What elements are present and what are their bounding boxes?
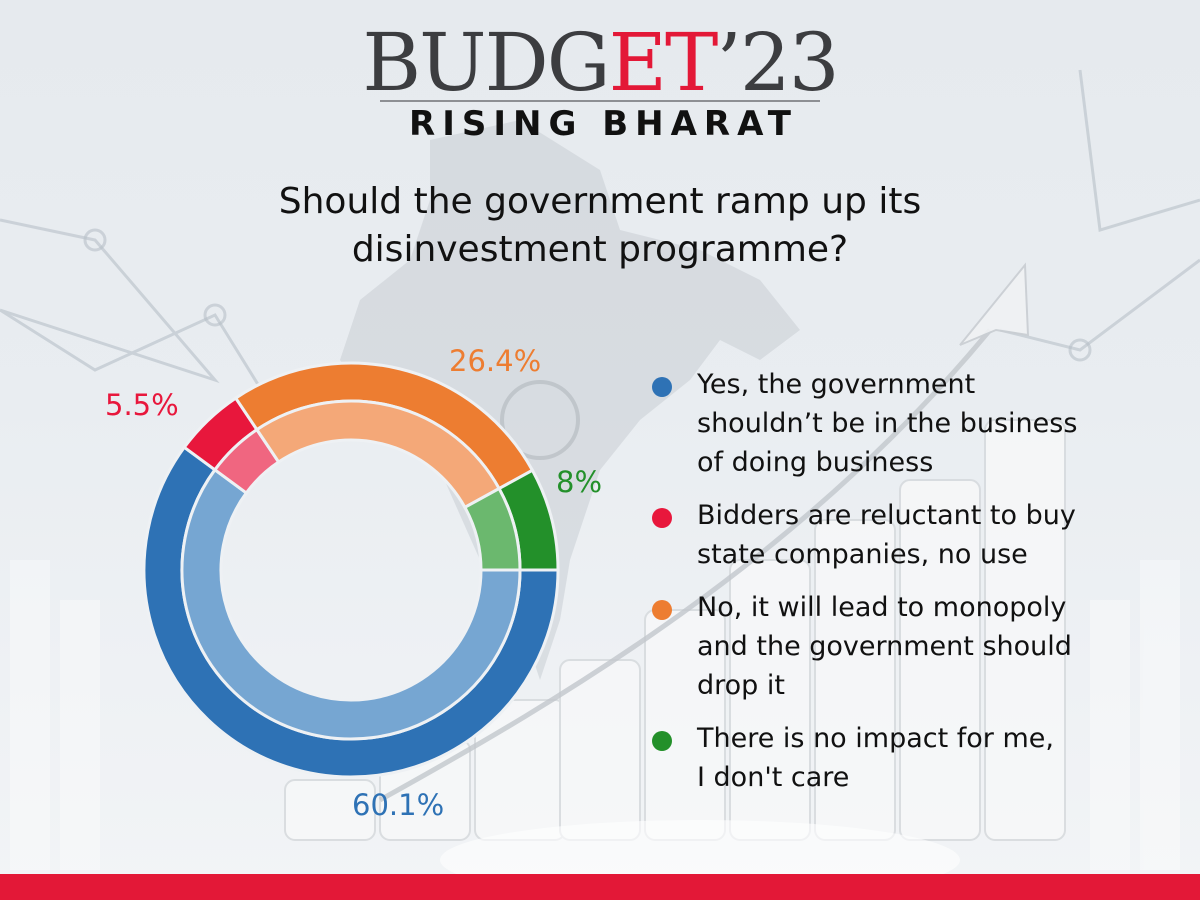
legend-line: and the government should	[697, 631, 1072, 662]
brand-divider	[380, 100, 820, 102]
label-yes-percent: 60.1%	[352, 788, 445, 822]
legend-item-bidders: Bidders are reluctant to buy state compa…	[652, 496, 1192, 574]
label-no-percent: 26.4%	[449, 344, 542, 378]
legend-dot-blue-icon	[652, 377, 672, 397]
segment-yes	[142, 445, 560, 779]
chart-title-line2: disinvestment programme?	[351, 229, 849, 270]
brand-accent: ET	[608, 16, 719, 109]
chart-title-line1: Should the government ramp up its	[278, 181, 922, 222]
legend-dot-orange-icon	[652, 600, 672, 620]
segment-no-impact-inner	[462, 486, 522, 572]
legend-label: There is no impact for me, I don't care	[697, 719, 1192, 797]
label-bidders-percent: 5.5%	[105, 388, 179, 422]
map-silhouette	[340, 120, 800, 680]
chart-legend: Yes, the government shouldn’t be in the …	[652, 365, 1192, 811]
legend-line: state companies, no use	[697, 539, 1028, 570]
legend-line: shouldn’t be in the business	[697, 408, 1078, 439]
rising-arrow	[378, 328, 992, 803]
legend-label: Bidders are reluctant to buy state compa…	[697, 496, 1192, 574]
segment-no-impact	[462, 468, 560, 572]
legend-line: I don't care	[697, 762, 850, 793]
legend-item-no: No, it will lead to monopoly and the gov…	[652, 588, 1192, 705]
legend-line: No, it will lead to monopoly	[697, 592, 1067, 623]
legend-item-yes: Yes, the government shouldn’t be in the …	[652, 365, 1192, 482]
brand-logo: BUDGET’23	[362, 22, 839, 104]
segment-yes-inner	[180, 467, 522, 741]
chart-title: Should the government ramp up its disinv…	[0, 178, 1200, 274]
brand-suffix: ’23	[716, 16, 839, 109]
legend-item-no-impact: There is no impact for me, I don't care	[652, 719, 1192, 797]
brand-prefix: BUDG	[362, 16, 610, 109]
legend-dot-green-icon	[652, 731, 672, 751]
legend-line: Yes, the government	[697, 369, 976, 400]
legend-dot-red-icon	[652, 508, 672, 528]
legend-label: No, it will lead to monopoly and the gov…	[697, 588, 1192, 705]
legend-label: Yes, the government shouldn’t be in the …	[697, 365, 1192, 482]
legend-line: Bidders are reluctant to buy	[697, 500, 1076, 531]
legend-line: of doing business	[697, 447, 934, 478]
brand-subtitle: RISING BHARAT	[409, 104, 798, 144]
legend-line: There is no impact for me,	[697, 723, 1054, 754]
segment-no	[233, 361, 535, 510]
label-no-impact-percent: 8%	[556, 465, 603, 499]
header-branding: BUDGET’23 RISING BHARAT	[0, 22, 1200, 145]
legend-line: drop it	[697, 670, 785, 701]
footer-accent-bar	[0, 874, 1200, 900]
